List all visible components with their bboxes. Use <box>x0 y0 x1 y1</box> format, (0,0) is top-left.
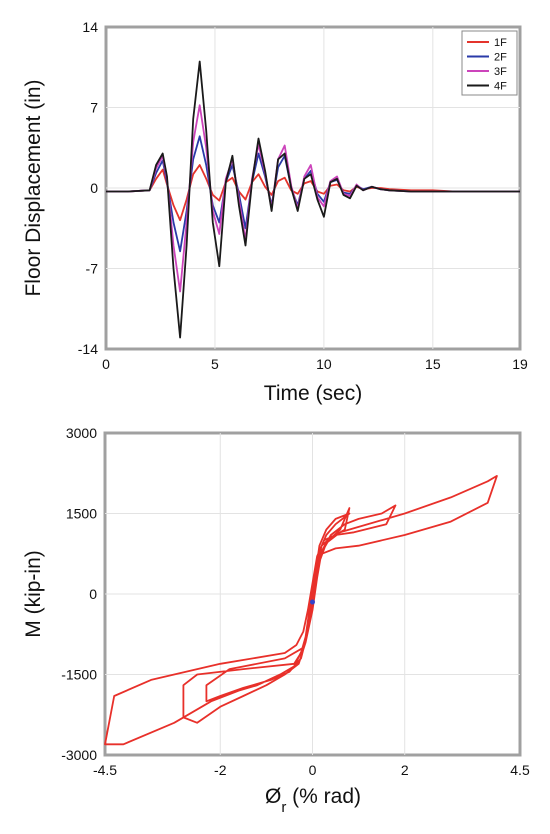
x-tick-label: 2 <box>401 762 409 778</box>
x-tick-label: 10 <box>316 356 332 372</box>
x-tick-label: 5 <box>211 356 219 372</box>
x-tick-label: -2 <box>214 762 227 778</box>
y-tick-label: -3000 <box>61 747 97 763</box>
y-tick-label: -7 <box>86 261 99 277</box>
legend-label: 3F <box>494 66 507 78</box>
y-tick-label: 0 <box>90 180 98 196</box>
x-tick-label: -4.5 <box>93 762 117 778</box>
x-tick-label: 4.5 <box>510 762 530 778</box>
legend-label: 1F <box>494 37 507 49</box>
moment-rotation-chart: -4.5 -2 0 2 4.5 -3000 -1500 0 1500 3000 Ør (% rad… <box>22 425 530 816</box>
x-axis-title: Ør (% rad) <box>265 785 361 816</box>
y-tick-label: 7 <box>90 100 98 116</box>
y-tick-label: -14 <box>78 341 98 357</box>
displacement-chart: 0 5 10 15 19 -14 -7 0 7 14 1F 2F 3F 4F Time (sec) Fl… <box>22 19 528 405</box>
x-tick-label: 15 <box>425 356 441 372</box>
series-line-hysteresis <box>104 475 498 746</box>
x-tick-label: 0 <box>309 762 317 778</box>
series-line-4f <box>106 60 520 339</box>
x-tick-label: 0 <box>102 356 110 372</box>
y-axis-title: Floor Displacement (in) <box>22 79 45 296</box>
y-tick-label: 1500 <box>66 506 97 522</box>
series-marker <box>310 599 315 605</box>
y-tick-label: 0 <box>89 586 97 602</box>
y-tick-label: -1500 <box>61 667 97 683</box>
y-axis-title: M (kip-in) <box>22 550 45 638</box>
legend-label: 2F <box>494 52 507 64</box>
y-tick-label: 14 <box>82 19 98 35</box>
y-tick-label: 3000 <box>66 425 97 441</box>
legend-label: 4F <box>494 81 507 93</box>
x-tick-label: 19 <box>512 356 528 372</box>
x-axis-title: Time (sec) <box>264 382 362 405</box>
